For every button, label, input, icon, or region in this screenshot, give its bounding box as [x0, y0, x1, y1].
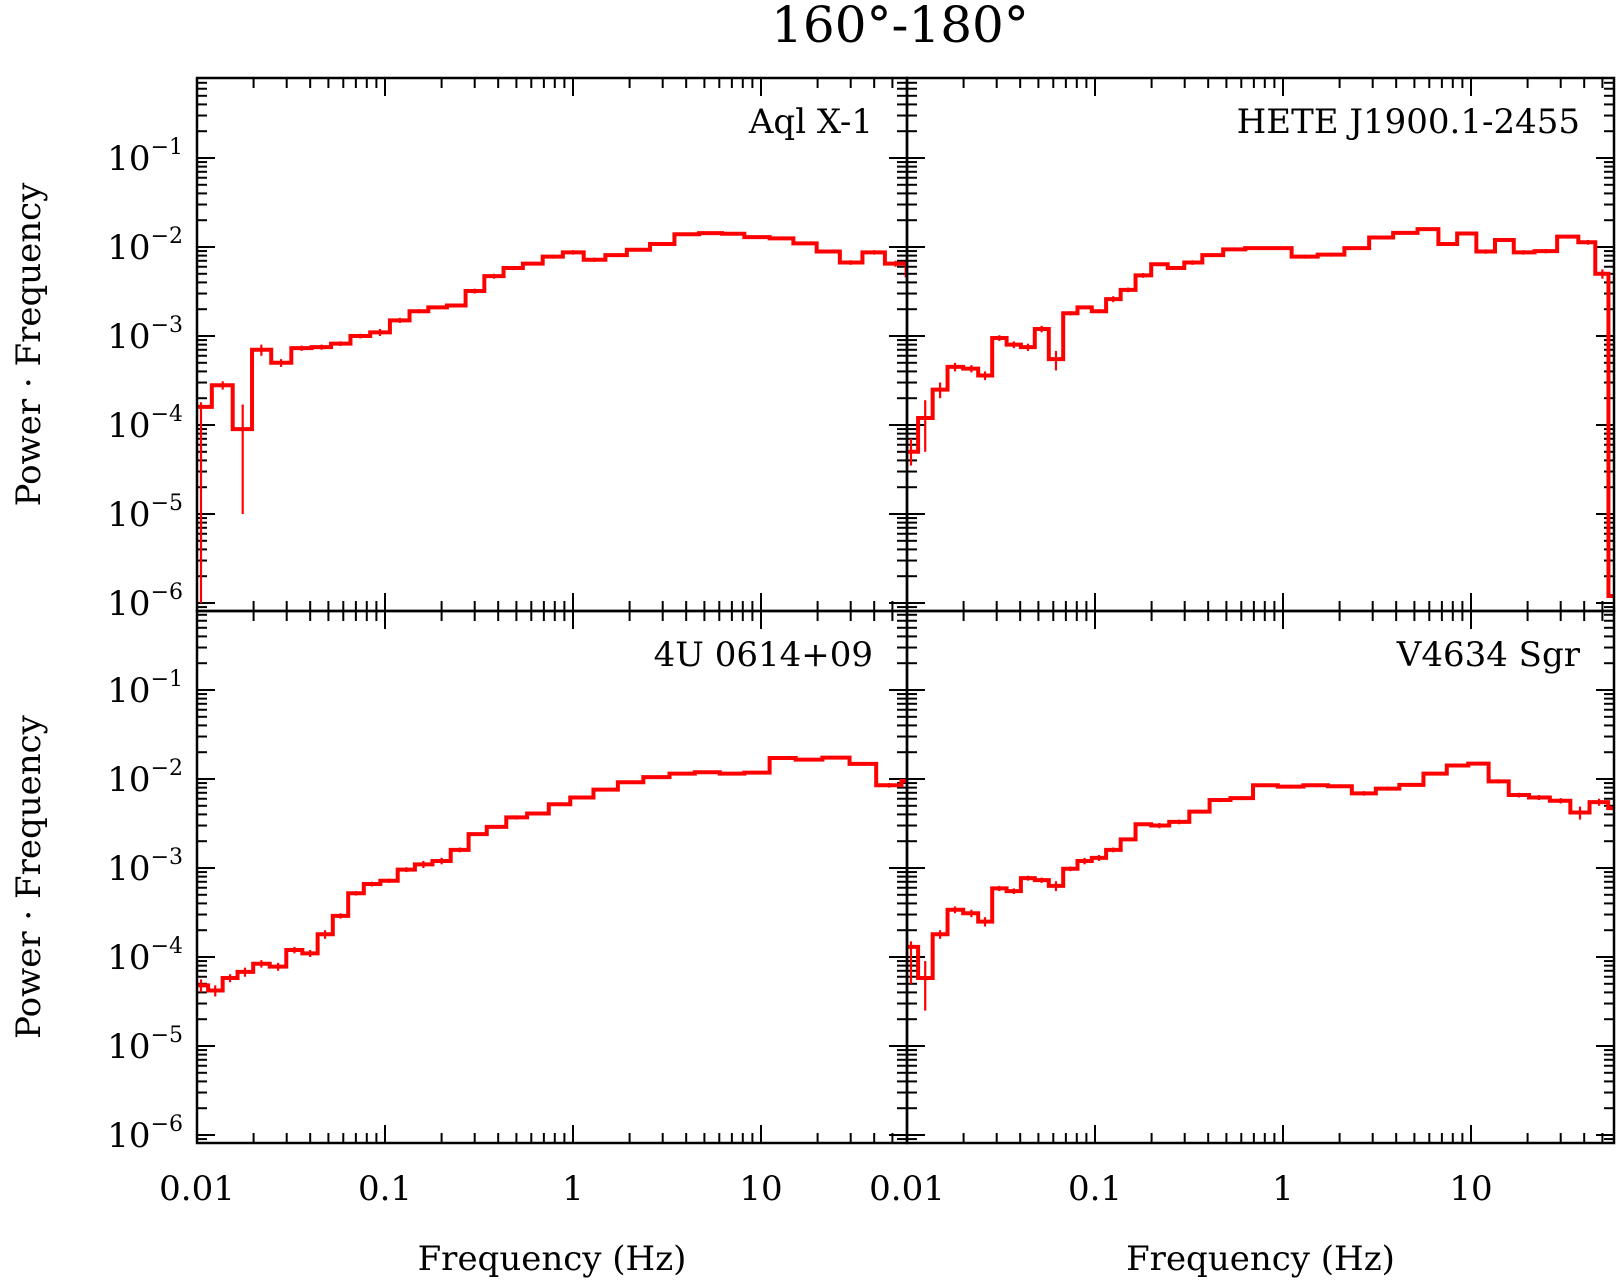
x-tick-label: 10 — [1449, 1169, 1492, 1209]
y-tick-label: 10−3 — [107, 845, 183, 889]
y-tick-label: 10−6 — [107, 580, 183, 624]
x-tick-label: 10 — [739, 1169, 782, 1209]
y-axis-label: Power · Frequency — [9, 182, 49, 507]
y-tick-label: 10−1 — [107, 135, 183, 179]
series-bottom-right — [907, 761, 1614, 1011]
step-line — [907, 227, 1614, 598]
panels: Aql X-1 10−6 10−5 10−4 10−3 10−2 10−1 Power · F… — [9, 76, 1616, 1279]
y-tick-label: 10−6 — [107, 1112, 183, 1156]
x-tick-label: 0.1 — [358, 1169, 412, 1209]
y-tick-label: 10−1 — [107, 667, 183, 711]
panel-top-right: HETE J1900.1-2455 — [905, 76, 1616, 613]
x-tick-label: 0.01 — [869, 1169, 945, 1209]
panel-bottom-left: 4U 0614+09 10−6 10−5 10−4 10−3 10−2 10−1 Power … — [9, 609, 909, 1279]
y-tick-label: 10−3 — [107, 313, 183, 357]
source-label: V4634 Sgr — [1396, 635, 1581, 675]
x-ticks — [196, 78, 894, 611]
series-bottom-left — [197, 755, 907, 997]
y-ticks — [907, 81, 1614, 609]
series-top-right — [907, 227, 1614, 603]
x-ticks — [196, 611, 894, 1143]
y-tick-label: 10−4 — [107, 934, 183, 978]
series-top-left — [197, 231, 907, 603]
x-tick-label: 0.1 — [1068, 1169, 1122, 1209]
x-tick-label: 0.01 — [159, 1169, 235, 1209]
source-label: 4U 0614+09 — [654, 635, 873, 675]
x-tick-label: 1 — [1272, 1169, 1294, 1209]
axes-frame — [195, 609, 909, 1145]
x-axis-label: Frequency (Hz) — [1126, 1239, 1395, 1279]
source-label: Aql X-1 — [748, 102, 873, 142]
y-tick-label: 10−5 — [107, 491, 183, 535]
figure-title: 160°-180° — [771, 0, 1029, 54]
x-ticks — [906, 611, 1604, 1143]
y-tick-label: 10−5 — [107, 1023, 183, 1067]
step-line — [197, 755, 907, 993]
y-tick-label: 10−4 — [107, 402, 183, 446]
y-ticks — [907, 613, 1614, 1141]
y-axis-label: Power · Frequency — [9, 714, 49, 1039]
y-tick-label: 10−2 — [107, 224, 183, 268]
axes-frame — [905, 609, 1616, 1145]
step-line — [907, 761, 1614, 981]
panel-top-left: Aql X-1 10−6 10−5 10−4 10−3 10−2 10−1 Power · F… — [9, 76, 909, 624]
y-ticks — [197, 81, 907, 609]
source-label: HETE J1900.1-2455 — [1237, 102, 1580, 142]
axes-frame — [195, 76, 909, 613]
step-line — [197, 231, 907, 432]
x-axis-label: Frequency (Hz) — [418, 1239, 687, 1279]
y-tick-label: 10−2 — [107, 756, 183, 800]
y-ticks — [197, 613, 907, 1141]
panel-bottom-right: V4634 Sgr 0.01 0.1 1 10 Frequency (Hz) — [869, 609, 1616, 1279]
x-tick-label: 1 — [562, 1169, 584, 1209]
